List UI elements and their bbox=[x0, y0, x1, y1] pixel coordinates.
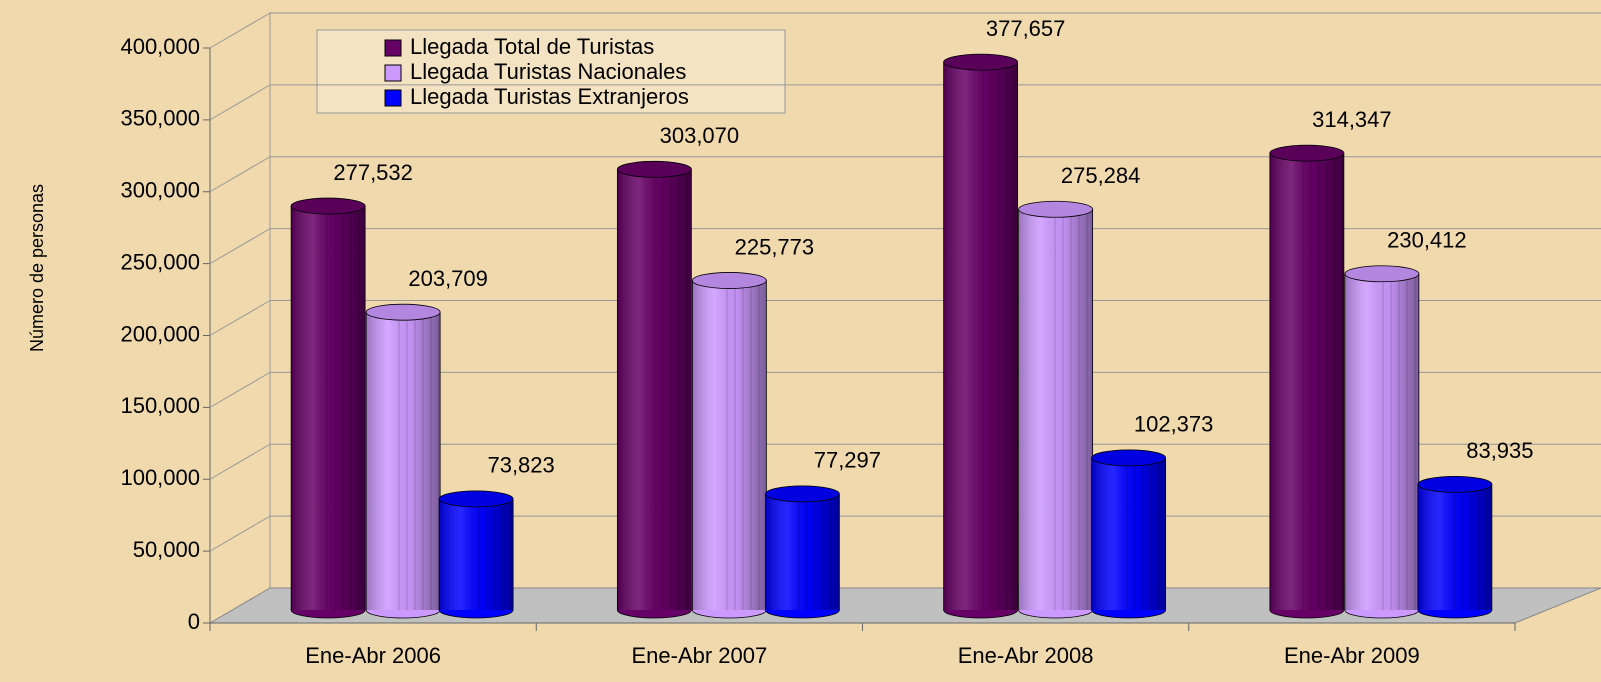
bar-top bbox=[1018, 200, 1094, 218]
y-tick-label: 350,000 bbox=[120, 106, 200, 131]
value-label: 303,070 bbox=[660, 123, 740, 148]
legend-swatch bbox=[384, 39, 402, 57]
bar-top-shade bbox=[291, 198, 366, 215]
bar-top-shade bbox=[692, 272, 767, 289]
bar-stripes bbox=[1449, 484, 1492, 610]
y-tick-label: 300,000 bbox=[120, 178, 200, 203]
bar-top bbox=[1344, 265, 1420, 283]
bar-top bbox=[764, 485, 840, 503]
y-tick-label: 250,000 bbox=[120, 249, 200, 274]
grid-diagonal bbox=[209, 515, 271, 552]
bar-stripes bbox=[1301, 153, 1344, 610]
grid-diagonal bbox=[209, 443, 271, 480]
grid-diagonal bbox=[209, 300, 271, 336]
bar-top-shade bbox=[366, 304, 441, 321]
y-tick-label: 100,000 bbox=[120, 465, 200, 490]
bar-top-shade bbox=[439, 490, 514, 507]
value-label: 102,373 bbox=[1134, 412, 1214, 437]
x-tick-label: Ene-Abr 2007 bbox=[631, 643, 767, 668]
x-tick-label: Ene-Abr 2006 bbox=[305, 643, 441, 668]
y-tick-label: 0 bbox=[188, 609, 200, 634]
value-label: 225,773 bbox=[735, 234, 815, 259]
value-label: 83,935 bbox=[1466, 438, 1533, 463]
value-label: 377,657 bbox=[986, 16, 1066, 41]
value-label: 77,297 bbox=[814, 448, 881, 473]
bar-top-shade bbox=[1417, 476, 1492, 493]
bar-stripes bbox=[1123, 457, 1166, 610]
bar-top-shade bbox=[943, 54, 1018, 71]
bar-stripes bbox=[649, 169, 692, 611]
bar-top bbox=[943, 53, 1019, 71]
bar-stripes bbox=[398, 312, 441, 610]
bar-top bbox=[365, 303, 441, 321]
legend-swatch bbox=[384, 64, 402, 82]
bar-top bbox=[616, 160, 692, 178]
grid-diagonal bbox=[209, 371, 271, 408]
value-label: 277,532 bbox=[333, 160, 413, 185]
bar-top bbox=[1091, 449, 1167, 467]
bar-top bbox=[290, 197, 366, 215]
bar-stripes bbox=[471, 498, 514, 610]
y-tick-label: 150,000 bbox=[120, 393, 200, 418]
y-tick-label: 400,000 bbox=[120, 34, 200, 59]
bar-stripes bbox=[975, 62, 1018, 611]
grid-diagonal bbox=[209, 12, 271, 49]
grid-diagonal bbox=[209, 156, 271, 193]
legend-label: Llegada Total de Turistas bbox=[410, 34, 654, 59]
value-label: 230,412 bbox=[1387, 228, 1467, 253]
grid-diagonal bbox=[209, 84, 271, 121]
bar-top bbox=[438, 490, 514, 508]
bar-top bbox=[691, 272, 767, 289]
bar-top-shade bbox=[617, 161, 692, 178]
legend-label: Llegada Turistas Nacionales bbox=[410, 59, 686, 84]
bar-top-shade bbox=[765, 485, 840, 502]
value-label: 275,284 bbox=[1061, 163, 1141, 188]
legend-swatch bbox=[384, 89, 402, 107]
grid-diagonal bbox=[209, 228, 271, 265]
legend-label: Llegada Turistas Extranjeros bbox=[410, 84, 689, 109]
bar-top-shade bbox=[1018, 201, 1093, 218]
bar-top-shade bbox=[1269, 145, 1344, 162]
bar-stripes bbox=[1050, 209, 1093, 611]
bar-stripes bbox=[724, 280, 767, 610]
x-tick-label: Ene-Abr 2009 bbox=[1284, 643, 1420, 668]
y-tick-label: 200,000 bbox=[120, 321, 200, 346]
value-label: 73,823 bbox=[487, 453, 554, 478]
bar-stripes bbox=[1376, 273, 1419, 610]
value-label: 314,347 bbox=[1312, 107, 1392, 132]
y-tick-label: 50,000 bbox=[133, 537, 200, 562]
bar-stripes bbox=[797, 493, 840, 610]
bar-stripes bbox=[323, 206, 366, 611]
x-tick-label: Ene-Abr 2008 bbox=[958, 643, 1094, 668]
bar-top bbox=[1417, 475, 1493, 493]
value-label: 203,709 bbox=[408, 266, 488, 291]
bar-top bbox=[1269, 144, 1345, 162]
bar-top-shade bbox=[1344, 265, 1419, 282]
bar-top-shade bbox=[1091, 449, 1166, 466]
y-axis-label: Número de personas bbox=[27, 184, 47, 352]
